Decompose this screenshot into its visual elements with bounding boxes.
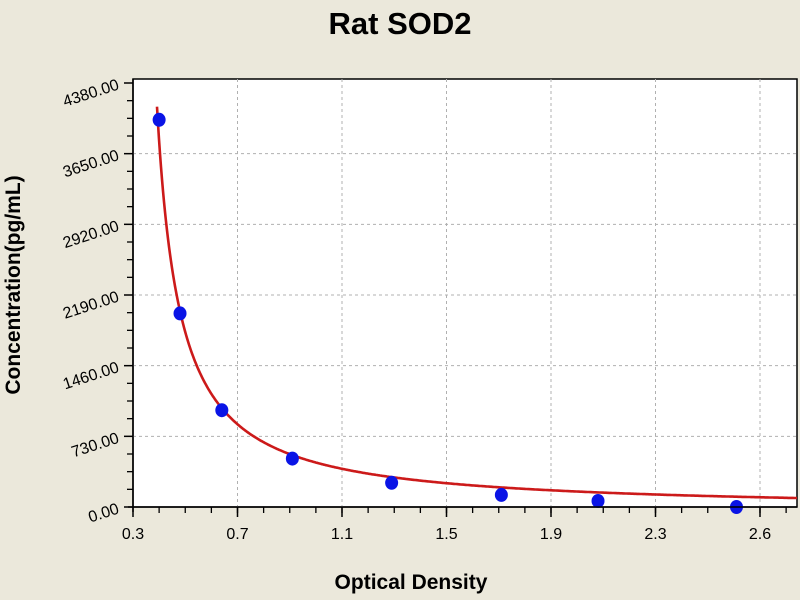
y-tick-label: 1460.00: [61, 359, 121, 393]
x-tick-label: 1.1: [331, 526, 353, 543]
x-tick-labels: 0.3 0.7 1.1 1.5 1.9 2.3 2.6: [122, 526, 771, 543]
y-tick-labels: 0.00 730.00 1460.00 2190.00 2920.00 3650.00 43…: [61, 77, 121, 527]
data-point: [173, 306, 187, 321]
y-axis-label: Concentration(pg/mL): [2, 175, 25, 394]
x-tick-label: 1.9: [540, 526, 562, 543]
x-tick-label: 0.7: [226, 526, 248, 543]
y-tick-label: 0.00: [86, 501, 121, 527]
plot-area: [132, 78, 798, 508]
data-point: [591, 493, 605, 508]
x-axis-label: Optical Density: [335, 571, 488, 594]
chart-title: Rat SOD2: [329, 6, 472, 41]
y-tick-label: 730.00: [69, 430, 121, 461]
data-point: [215, 403, 229, 418]
data-point: [152, 112, 166, 127]
x-tick-label: 1.5: [435, 526, 457, 543]
x-tick-label: 0.3: [122, 526, 144, 543]
y-tick-label: 2190.00: [61, 289, 121, 323]
data-point: [494, 487, 508, 502]
grid-lines: [133, 79, 797, 507]
y-tick-label: 2920.00: [61, 218, 121, 252]
fitted-curve-group: [155, 106, 797, 500]
y-tick-label: 3650.00: [61, 147, 121, 181]
fitted-curve: [155, 106, 797, 500]
y-tick-label: 4380.00: [61, 77, 121, 111]
x-tick-label: 2.6: [749, 526, 771, 543]
axis-ticks: [124, 82, 787, 517]
data-point: [385, 475, 399, 490]
data-point: [285, 451, 299, 466]
x-tick-label: 2.3: [644, 526, 666, 543]
